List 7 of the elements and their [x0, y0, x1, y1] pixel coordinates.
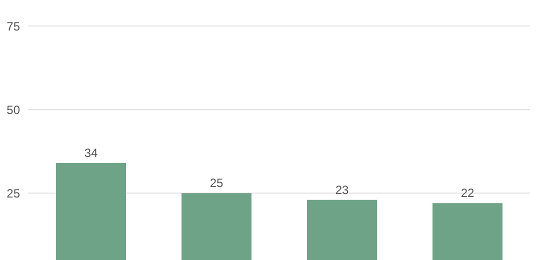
y-tick-label: 25 [6, 186, 20, 200]
data-label: 34 [84, 146, 98, 160]
data-label: 25 [210, 176, 224, 190]
data-label: 22 [460, 186, 474, 200]
data-label: 23 [335, 182, 349, 197]
y-tick-label: 50 [6, 102, 20, 117]
y-tick-label: 75 [6, 19, 20, 34]
